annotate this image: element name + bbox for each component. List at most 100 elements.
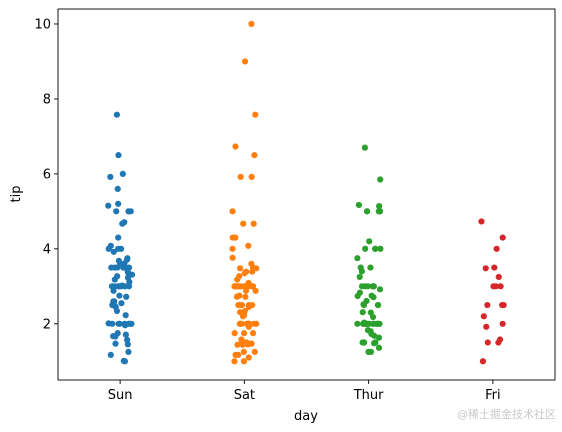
data-point-sat bbox=[233, 293, 241, 300]
data-point-sun bbox=[105, 245, 112, 252]
data-point-fri bbox=[499, 234, 506, 241]
data-point-sun bbox=[119, 170, 126, 177]
x-tick-label-sat: Sat bbox=[234, 388, 255, 403]
y-tick-label: 4 bbox=[43, 242, 51, 257]
data-point-sun bbox=[124, 274, 132, 281]
data-point-sat bbox=[231, 358, 238, 365]
data-point-sun bbox=[116, 320, 123, 327]
data-point-thur bbox=[375, 344, 383, 351]
data-point-fri bbox=[491, 264, 498, 271]
data-point-thur bbox=[368, 330, 375, 338]
data-point-sun bbox=[110, 248, 117, 255]
data-point-sun bbox=[110, 333, 117, 340]
data-point-thur bbox=[376, 286, 384, 293]
data-point-thur bbox=[360, 339, 368, 346]
data-point-thur bbox=[354, 292, 361, 300]
data-point-thur bbox=[354, 255, 361, 262]
data-point-thur bbox=[376, 208, 384, 215]
data-point-sat bbox=[249, 330, 257, 337]
data-point-sun bbox=[121, 264, 128, 271]
data-point-thur bbox=[363, 208, 371, 215]
data-point-sun bbox=[121, 283, 129, 290]
data-point-sat bbox=[245, 354, 252, 361]
data-point-sat bbox=[245, 242, 252, 249]
data-point-sat bbox=[237, 173, 244, 180]
data-point-sat bbox=[234, 341, 241, 348]
data-point-sat bbox=[232, 283, 239, 290]
data-point-sat bbox=[235, 301, 242, 309]
data-point-sat bbox=[229, 245, 236, 252]
data-point-sun bbox=[128, 320, 135, 327]
data-point-sun bbox=[119, 220, 126, 227]
data-point-fri bbox=[478, 218, 485, 225]
data-point-thur bbox=[363, 297, 370, 305]
data-point-thur bbox=[356, 273, 363, 281]
data-point-thur bbox=[370, 320, 377, 327]
data-point-sat bbox=[243, 268, 250, 275]
data-point-sat bbox=[229, 254, 236, 261]
data-point-sat bbox=[243, 320, 251, 327]
data-point-sun bbox=[111, 283, 119, 290]
data-point-sun bbox=[113, 111, 121, 118]
data-point-fri bbox=[496, 336, 504, 343]
data-point-thur bbox=[361, 144, 369, 151]
data-point-sat bbox=[248, 173, 255, 180]
data-point-sat bbox=[232, 234, 239, 241]
points-layer bbox=[105, 20, 507, 365]
data-point-thur bbox=[367, 309, 374, 316]
data-point-sun bbox=[114, 185, 121, 192]
data-point-sat bbox=[229, 208, 236, 215]
data-point-sat bbox=[249, 268, 256, 275]
data-point-thur bbox=[376, 203, 383, 210]
data-point-sat bbox=[241, 283, 248, 290]
data-point-sun bbox=[115, 234, 122, 241]
data-point-sat bbox=[248, 340, 255, 347]
data-point-fri bbox=[483, 323, 490, 330]
data-point-sun bbox=[116, 292, 123, 299]
data-point-fri bbox=[495, 273, 502, 281]
data-point-sun bbox=[105, 202, 112, 209]
data-point-sun bbox=[112, 340, 119, 347]
data-point-thur bbox=[362, 245, 369, 252]
data-point-sat bbox=[241, 307, 248, 315]
data-point-sun bbox=[117, 245, 125, 252]
data-point-sat bbox=[238, 320, 245, 327]
data-point-thur bbox=[377, 176, 384, 183]
data-point-thur bbox=[369, 283, 376, 290]
data-point-thur bbox=[357, 264, 364, 271]
data-point-thur bbox=[360, 320, 367, 327]
data-point-sun bbox=[113, 208, 120, 215]
axis-layer: 2 4 6 8 10 Sun Sat Thur Fri bbox=[34, 17, 500, 403]
data-point-sat bbox=[250, 220, 257, 227]
data-point-sat bbox=[236, 273, 243, 280]
data-point-sat bbox=[238, 336, 245, 343]
data-point-thur bbox=[367, 264, 374, 271]
data-point-sat bbox=[232, 143, 239, 150]
data-point-fri bbox=[479, 358, 487, 365]
data-point-fri bbox=[499, 301, 506, 309]
data-point-sat bbox=[239, 313, 247, 320]
y-axis-label: tip bbox=[9, 186, 24, 203]
data-point-sun bbox=[110, 298, 117, 305]
data-point-sat bbox=[240, 358, 247, 365]
data-point-fri bbox=[493, 245, 500, 252]
data-point-sun bbox=[124, 341, 131, 348]
data-point-thur bbox=[359, 309, 366, 316]
data-point-sat bbox=[251, 152, 258, 159]
data-point-sat bbox=[245, 301, 252, 309]
data-point-sun bbox=[115, 152, 122, 159]
data-point-sat bbox=[236, 265, 244, 272]
data-point-sun bbox=[122, 312, 129, 319]
data-point-thur bbox=[377, 245, 384, 252]
y-tick-label: 6 bbox=[43, 167, 51, 182]
data-point-thur bbox=[354, 320, 361, 327]
data-point-sun bbox=[121, 320, 128, 327]
x-axis-label: day bbox=[294, 409, 318, 424]
data-point-sun bbox=[107, 173, 114, 180]
data-point-sun bbox=[111, 264, 118, 271]
data-point-sat bbox=[231, 330, 238, 337]
data-point-thur bbox=[375, 334, 383, 341]
data-point-thur bbox=[372, 245, 379, 252]
data-point-sat bbox=[240, 220, 247, 227]
data-point-sat bbox=[240, 348, 247, 355]
